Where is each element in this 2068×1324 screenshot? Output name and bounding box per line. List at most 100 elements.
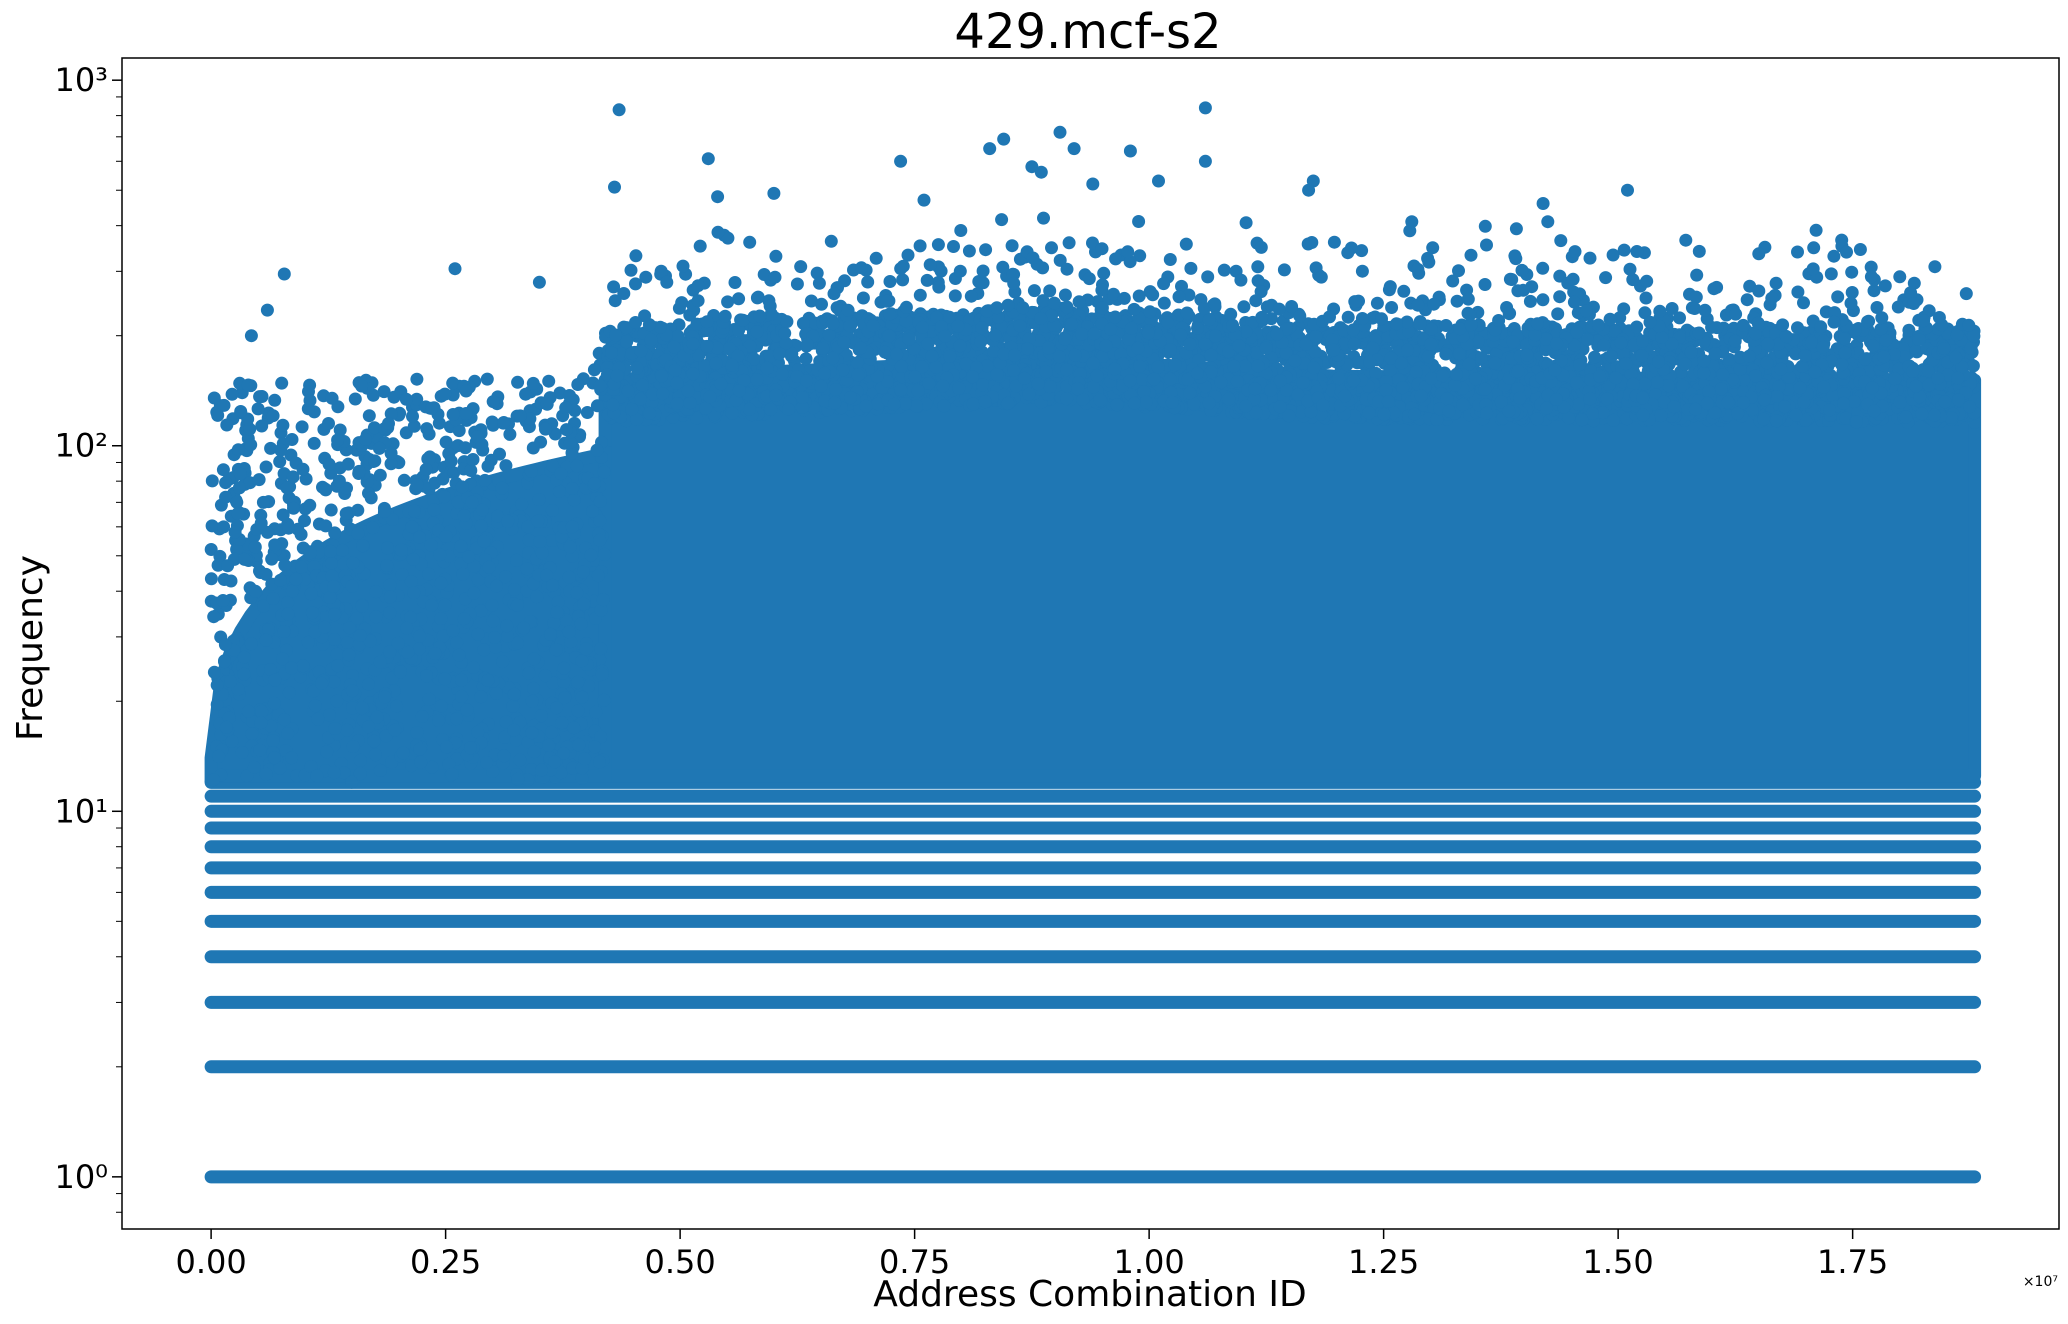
data-point [507,583,521,596]
data-point [898,397,912,411]
data-point [1096,350,1109,363]
data-point [1280,383,1293,397]
data-point [1480,406,1494,420]
data-point [464,741,477,755]
data-point [882,329,896,343]
data-point [1728,334,1742,348]
data-point [725,358,739,372]
data-point [1060,392,1074,406]
data-point [1387,406,1401,420]
data-point [692,349,706,362]
data-point [668,363,682,377]
data-point [714,377,728,391]
data-point [915,320,929,334]
data-point [894,359,908,373]
data-point [330,647,344,661]
data-point [373,763,387,777]
data-point [1897,350,1911,364]
data-point [235,746,249,759]
data-point [207,610,221,624]
data-point [281,727,295,740]
data-point [346,740,360,753]
data-point [1058,332,1072,346]
data-point [620,335,634,349]
data-point [596,593,610,607]
data-point [1774,362,1788,376]
data-point [275,376,289,390]
data-point [1456,398,1470,412]
data-point [240,769,254,783]
data-point [369,585,383,599]
data-point [1165,395,1179,409]
data-point [1838,332,1851,346]
data-point [799,352,813,366]
data-point [481,673,495,687]
data-point [406,553,420,566]
data-point [466,453,480,466]
data-point [1147,372,1161,386]
data-point [1436,369,1450,383]
data-point [1865,381,1879,395]
data-point [614,347,628,361]
data-point [565,446,579,460]
data-point [593,533,607,547]
data-point [1596,406,1610,420]
data-point [1332,371,1346,385]
data-point [953,339,967,353]
data-point [1013,319,1027,333]
data-point [1347,373,1361,387]
data-point [210,678,224,692]
data-point [1239,325,1253,339]
data-point [1570,325,1584,339]
data-point [1123,374,1137,388]
data-point [1478,382,1492,396]
data-point [332,474,346,488]
data-point [1430,413,1444,426]
data-point [346,701,359,715]
data-point [285,751,299,765]
data-point [588,740,602,754]
data-point [545,504,559,517]
data-point [1549,393,1563,406]
data-point [513,409,527,423]
data-point [1247,392,1261,406]
data-point [254,716,268,730]
data-point [1626,377,1640,391]
data-point [1280,322,1293,336]
data-point [1604,350,1618,363]
data-point [388,723,402,737]
data-point [241,704,255,718]
data-point [1346,323,1360,337]
data-point [570,459,584,473]
data-point [621,384,635,398]
data-point [552,484,566,498]
data-point [471,627,485,641]
data-point [304,760,318,773]
data-point [510,553,523,567]
data-point [467,559,481,573]
data-point [709,356,723,370]
data-point [327,580,341,593]
data-point [562,570,576,584]
data-point [444,454,458,468]
data-point [394,665,407,679]
data-point [340,723,354,737]
data-point [490,579,503,593]
data-point [385,513,399,526]
data-point [870,369,884,383]
data-point [980,304,994,318]
data-point [1327,343,1341,357]
data-point [936,379,950,393]
data-point [671,329,685,343]
data-point [1635,349,1649,363]
data-point [286,470,300,484]
data-point [486,395,500,409]
data-point [525,726,539,740]
data-point [440,740,454,754]
data-point [578,752,592,766]
data-point [1583,392,1597,406]
data-point [1887,347,1901,361]
data-point [1139,395,1153,409]
data-point [570,586,584,600]
data-point [1562,411,1576,425]
